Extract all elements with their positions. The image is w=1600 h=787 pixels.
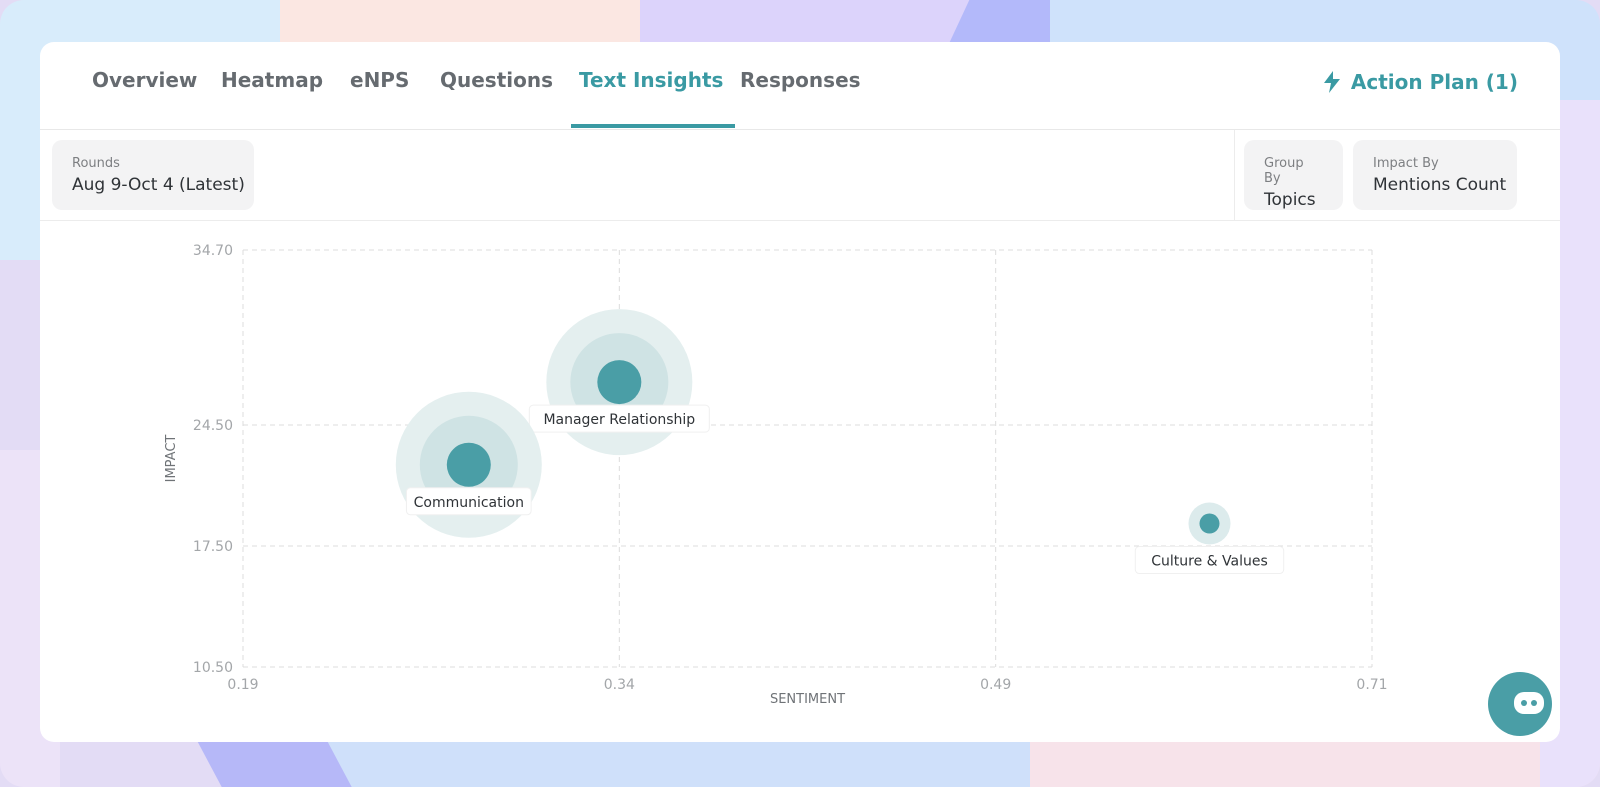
x-tick-label: 0.19: [227, 677, 258, 693]
chat-bot-icon: [1514, 692, 1544, 714]
group-by-filter[interactable]: Group By Topics: [1244, 140, 1343, 210]
bubble-label: Manager Relationship: [543, 412, 695, 428]
tab-enps[interactable]: eNPS: [350, 68, 410, 92]
insights-panel: Overview Heatmap eNPS Questions Text Ins…: [40, 42, 1560, 742]
x-tick-label: 0.71: [1356, 677, 1387, 693]
y-tick-label: 34.70: [193, 243, 233, 259]
active-tab-indicator: [571, 124, 735, 128]
y-tick-label: 24.50: [193, 418, 233, 434]
impact-by-label: Impact By: [1373, 156, 1439, 171]
tab-responses[interactable]: Responses: [740, 68, 861, 92]
y-axis-label: IMPACT: [164, 435, 179, 483]
rounds-filter[interactable]: Rounds Aug 9-Oct 4 (Latest): [52, 140, 254, 210]
bubble-label-box: [1134, 546, 1285, 575]
group-by-label: Group By: [1264, 156, 1304, 186]
action-plan-button[interactable]: Action Plan (1): [1323, 70, 1518, 94]
tab-questions[interactable]: Questions: [440, 68, 554, 92]
x-tick-label: 0.34: [604, 677, 635, 693]
action-plan-label: Action Plan (1): [1350, 70, 1518, 94]
y-tick-label: 17.50: [193, 539, 233, 555]
lightning-bolt-icon: [1323, 71, 1341, 93]
bubble-point: [1199, 513, 1220, 534]
tab-overview[interactable]: Overview: [92, 68, 198, 92]
filter-bar: Rounds Aug 9-Oct 4 (Latest) Group By Top…: [40, 130, 1560, 221]
y-tick-label: 10.50: [193, 660, 233, 676]
tab-bar: Overview Heatmap eNPS Questions Text Ins…: [40, 42, 1560, 130]
bubble-label: Communication: [414, 495, 524, 511]
filter-divider: [1234, 130, 1235, 221]
bubble-label-box: [528, 404, 710, 433]
rounds-filter-label: Rounds: [72, 156, 120, 171]
group-by-value: Topics: [1264, 190, 1316, 210]
bubble-label: Culture & Values: [1151, 554, 1268, 570]
bubble-point: [597, 360, 642, 405]
tab-heatmap[interactable]: Heatmap: [221, 68, 324, 92]
rounds-filter-value: Aug 9-Oct 4 (Latest): [72, 175, 245, 195]
bubble-point: [446, 442, 491, 487]
sentiment-impact-chart: 0.19 0.34 0.49 0.71 34.70 24.50 17.50 10.50 SENT…: [40, 222, 1560, 742]
impact-by-value: Mentions Count: [1373, 175, 1507, 195]
x-axis-label: SENTIMENT: [770, 692, 845, 707]
chat-widget-button[interactable]: [1488, 672, 1552, 736]
bubble-label-box: [405, 487, 532, 516]
x-tick-label: 0.49: [980, 677, 1011, 693]
chart-canvas: 0.19 0.34 0.49 0.71 34.70 24.50 17.50 10.50 SENT…: [164, 243, 1388, 707]
tab-text-insights[interactable]: Text Insights: [579, 68, 724, 92]
impact-by-filter[interactable]: Impact By Mentions Count: [1353, 140, 1517, 210]
